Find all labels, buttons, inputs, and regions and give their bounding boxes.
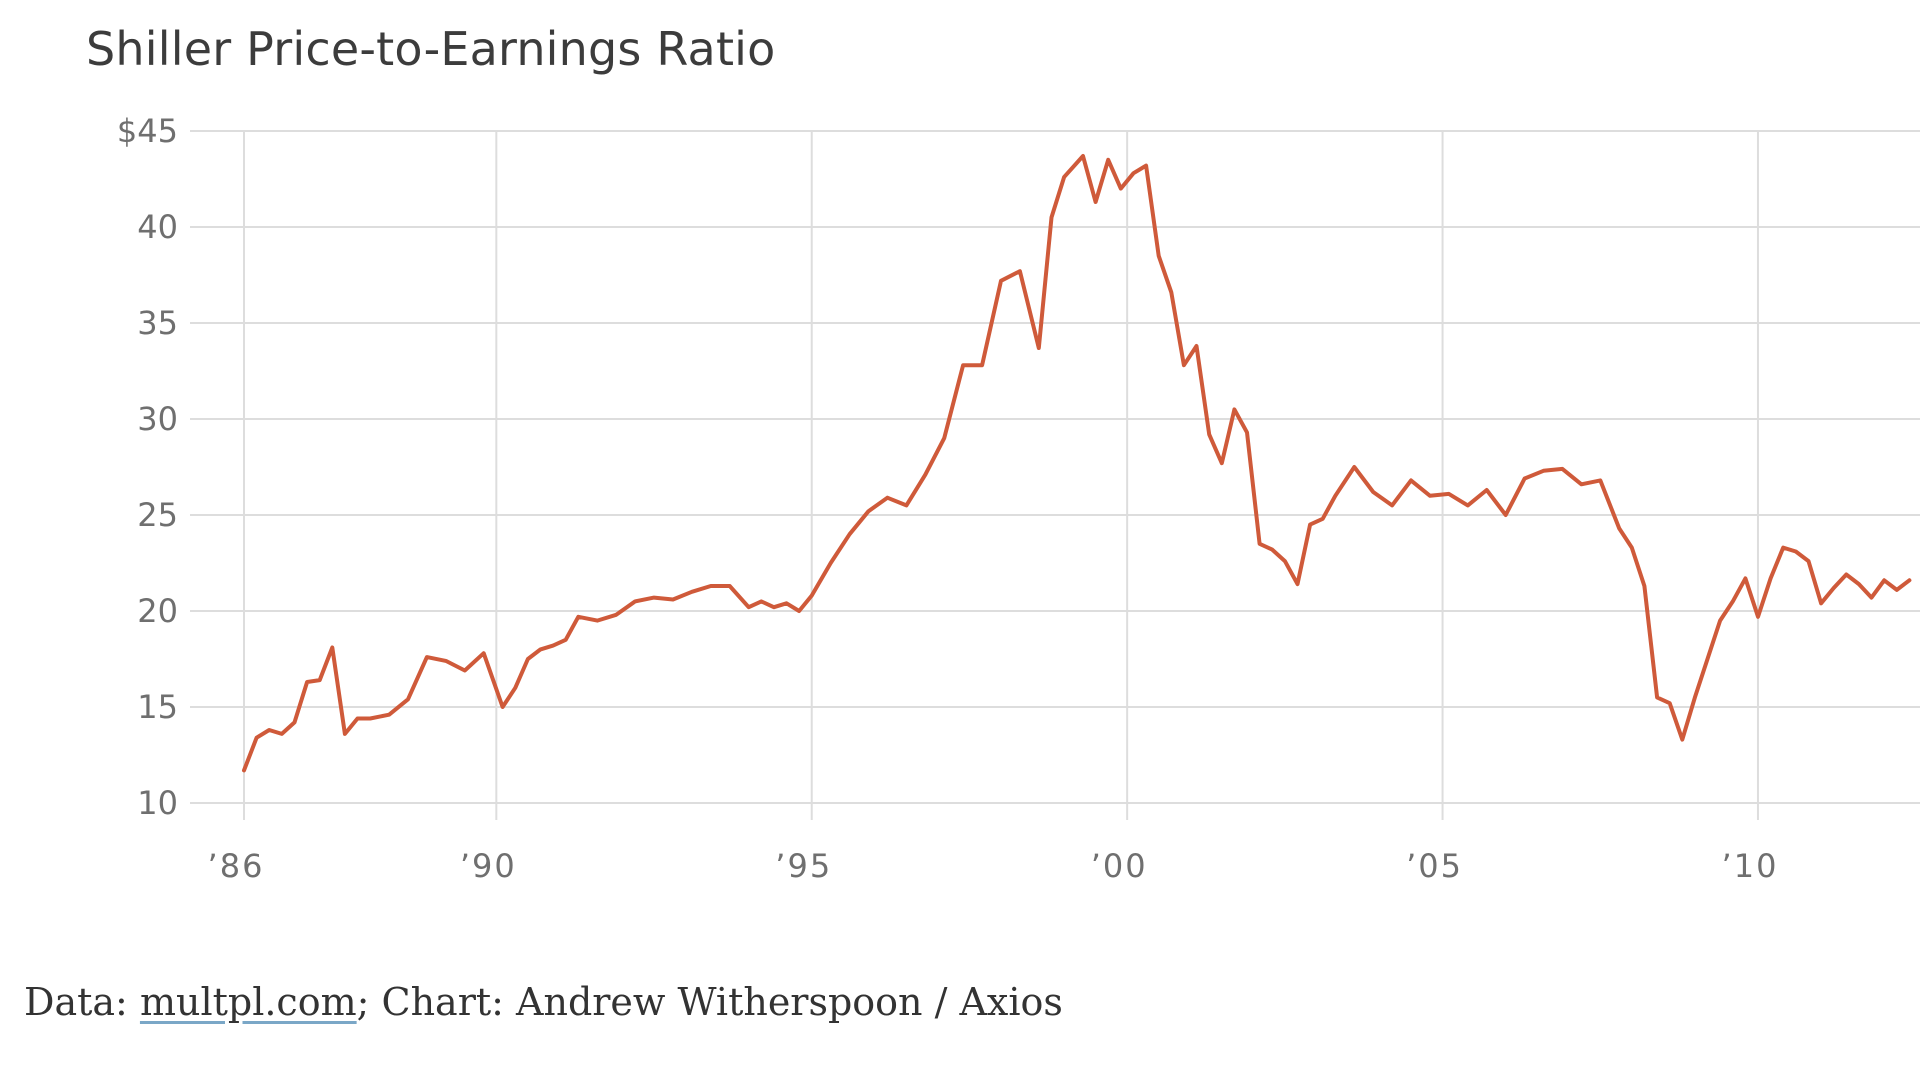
series-line — [242, 154, 1912, 773]
source-link[interactable]: multpl.com — [139, 980, 357, 1024]
y-axis-ticks: $45 40 35 30 25 20 15 10 — [117, 112, 178, 822]
x-tick-label: ’86 — [208, 847, 265, 885]
y-tick-label: 15 — [137, 688, 178, 726]
y-tick-label: $45 — [117, 112, 178, 150]
x-tick-label: ’00 — [1091, 847, 1148, 885]
x-tick-label: ’05 — [1406, 847, 1463, 885]
x-gridlines — [243, 131, 1759, 820]
source-credit: Data: multpl.com; Chart: Andrew Withersp… — [24, 980, 1063, 1024]
y-tick-label: 35 — [137, 304, 178, 342]
source-suffix: ; Chart: Andrew Witherspoon / Axios — [356, 980, 1063, 1024]
chart-title: Shiller Price-to-Earnings Ratio — [86, 22, 776, 76]
source-prefix: Data: — [24, 980, 140, 1024]
x-tick-label: ’10 — [1722, 847, 1779, 885]
y-tick-label: 40 — [137, 208, 178, 246]
x-axis-ticks: ’86 ’90 ’95 ’00 ’05 ’10 — [208, 847, 1779, 885]
y-tick-label: 30 — [137, 400, 178, 438]
y-tick-label: 20 — [137, 592, 178, 630]
y-tick-label: 25 — [137, 496, 178, 534]
x-tick-label: ’90 — [460, 847, 517, 885]
y-gridlines — [190, 130, 1920, 804]
series-layer — [242, 154, 1912, 773]
x-tick-label: ’95 — [775, 847, 832, 885]
y-tick-label: 10 — [137, 784, 178, 822]
